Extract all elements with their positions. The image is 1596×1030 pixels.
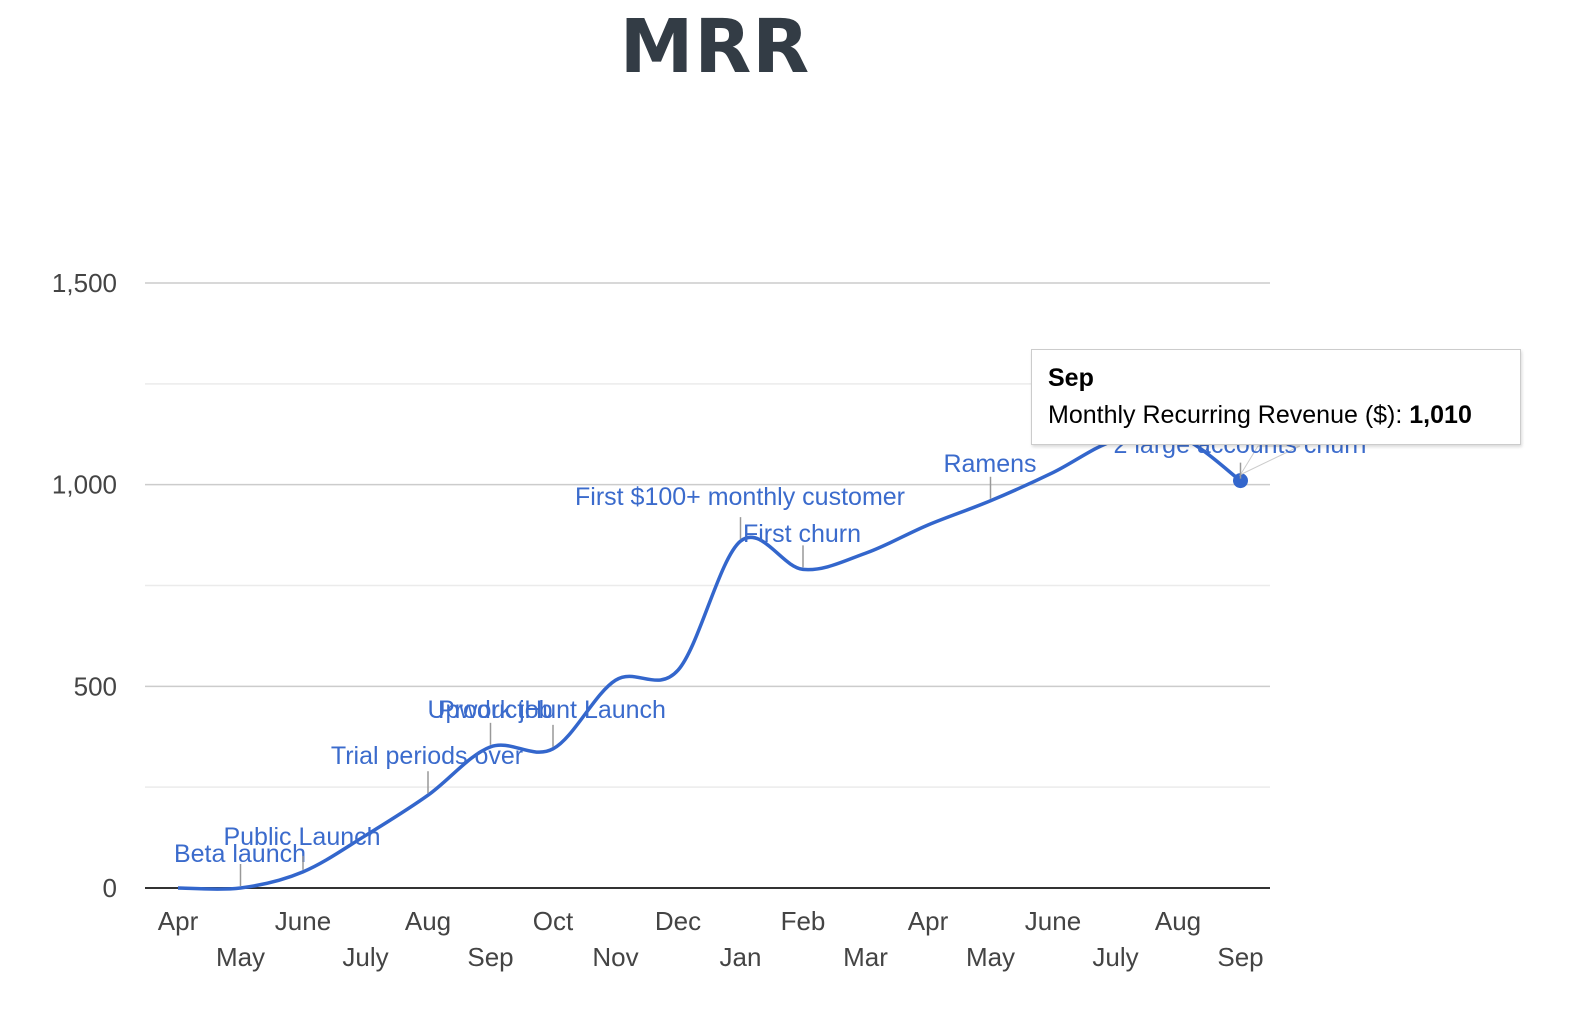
tooltip: Sep Monthly Recurring Revenue ($): 1,010: [1031, 349, 1521, 445]
series-line: [177, 431, 1242, 891]
x-tick-label: Aug: [405, 906, 451, 936]
tooltip-label: Monthly Recurring Revenue ($):: [1048, 401, 1410, 429]
annotation-label: First churn: [743, 520, 861, 548]
annotation-label: Upwork job: [427, 696, 552, 724]
tooltip-value: 1,010: [1409, 401, 1472, 429]
tooltip-pointer: [1239, 445, 1301, 476]
series-line-group: [177, 431, 1301, 891]
annotation-label: Beta launch: [174, 840, 306, 868]
y-axis-ticks: 0 500 1,000 1,500: [52, 268, 117, 903]
x-tick-label: Apr: [158, 906, 199, 936]
x-tick-label: Mar: [843, 942, 888, 972]
y-tick-label: 1,000: [52, 470, 117, 500]
annotation-label: First $100+ monthly customer: [575, 483, 905, 511]
x-tick-label: Aug: [1155, 906, 1201, 936]
x-tick-label: June: [1025, 906, 1081, 936]
annotation-label: Ramens: [943, 450, 1036, 478]
annotation-label: Trial periods over: [331, 742, 523, 770]
annotation-label: Public Launch: [223, 823, 380, 851]
tooltip-title: Sep: [1048, 364, 1094, 392]
x-tick-label: Feb: [781, 906, 826, 936]
y-tick-label: 0: [103, 873, 117, 903]
x-tick-label: June: [275, 906, 331, 936]
x-tick-label: July: [1092, 942, 1138, 972]
x-tick-label: Jan: [720, 942, 762, 972]
x-tick-label: July: [342, 942, 388, 972]
x-axis-ticks: Apr May June July Aug Sep Oct Nov Dec Jan Feb Mar Ap…: [158, 906, 1264, 972]
x-tick-label: Nov: [592, 942, 638, 972]
x-tick-label: Apr: [908, 906, 949, 936]
x-tick-label: Oct: [533, 906, 574, 936]
x-tick-label: May: [216, 942, 265, 972]
x-tick-label: Dec: [655, 906, 701, 936]
y-tick-label: 500: [74, 671, 117, 701]
highlighted-data-point: [1233, 473, 1248, 489]
chart-title: MRR: [619, 4, 811, 90]
x-tick-label: May: [966, 942, 1015, 972]
x-tick-label: Sep: [467, 942, 513, 972]
annotation-label: ProductHunt Launch: [438, 696, 666, 724]
x-tick-label: Sep: [1217, 942, 1263, 972]
y-tick-label: 1,500: [52, 268, 117, 298]
